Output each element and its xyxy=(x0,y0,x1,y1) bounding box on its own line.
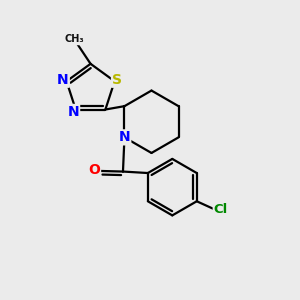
Text: O: O xyxy=(88,163,100,177)
Text: N: N xyxy=(68,105,79,119)
Text: CH₃: CH₃ xyxy=(64,34,84,44)
Text: S: S xyxy=(112,73,122,87)
Text: N: N xyxy=(57,73,69,87)
Text: N: N xyxy=(118,130,130,144)
Text: Cl: Cl xyxy=(214,203,228,216)
